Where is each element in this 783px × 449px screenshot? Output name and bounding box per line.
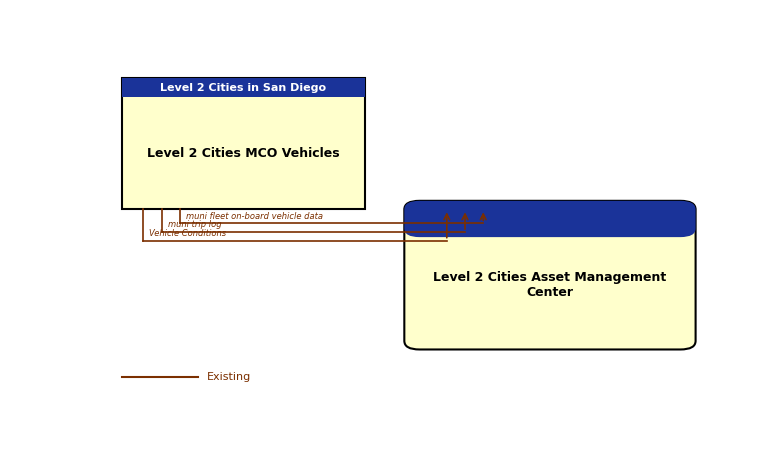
Text: muni fleet on-board vehicle data: muni fleet on-board vehicle data — [186, 211, 323, 220]
Bar — [420, 218, 680, 229]
Text: Level 2 Cities in San Diego: Level 2 Cities in San Diego — [161, 83, 327, 92]
Bar — [122, 78, 365, 209]
FancyBboxPatch shape — [404, 201, 695, 349]
Text: Level 2 Cities Asset Management
Center: Level 2 Cities Asset Management Center — [433, 271, 666, 299]
Text: Existing: Existing — [207, 372, 251, 382]
Bar — [122, 78, 365, 97]
Text: Level 2 Cities MCO Vehicles: Level 2 Cities MCO Vehicles — [147, 147, 340, 160]
FancyBboxPatch shape — [404, 201, 695, 237]
Text: muni trip log: muni trip log — [168, 220, 222, 229]
Text: Vehicle Conditions: Vehicle Conditions — [150, 229, 226, 238]
